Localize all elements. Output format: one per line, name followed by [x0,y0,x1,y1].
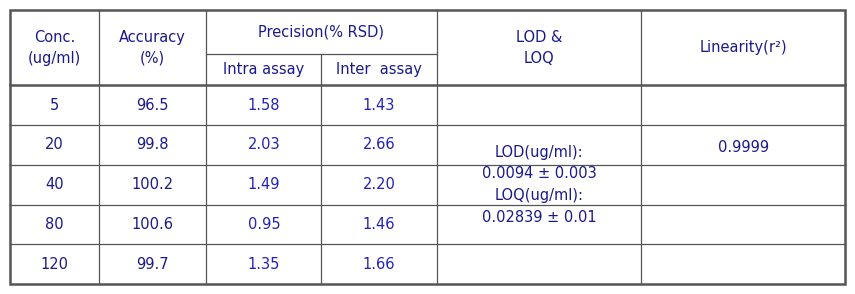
Text: 40: 40 [45,177,64,192]
Text: 120: 120 [41,257,68,272]
Text: 100.2: 100.2 [132,177,174,192]
Text: 99.7: 99.7 [137,257,169,272]
Text: 20: 20 [45,138,64,153]
Text: LOD &
LOQ: LOD & LOQ [516,30,562,66]
Text: 99.8: 99.8 [137,138,169,153]
Text: 80: 80 [45,217,64,232]
Text: 1.58: 1.58 [248,98,280,113]
Text: 1.66: 1.66 [363,257,395,272]
Text: 0.95: 0.95 [248,217,280,232]
Text: 2.03: 2.03 [248,138,280,153]
Text: Precision(% RSD): Precision(% RSD) [258,24,385,39]
Text: Inter  assay: Inter assay [336,62,422,77]
Text: 2.66: 2.66 [363,138,395,153]
Text: 1.35: 1.35 [248,257,280,272]
Text: Linearity(r²): Linearity(r²) [699,40,787,55]
Text: Conc.
(ug/ml): Conc. (ug/ml) [28,30,81,66]
Text: 1.49: 1.49 [248,177,280,192]
Text: 1.43: 1.43 [363,98,395,113]
Text: 100.6: 100.6 [132,217,174,232]
Text: 5: 5 [50,98,59,113]
Text: 2.20: 2.20 [363,177,396,192]
Text: LOD(ug/ml):
0.0094 ± 0.003
LOQ(ug/ml):
0.02839 ± 0.01: LOD(ug/ml): 0.0094 ± 0.003 LOQ(ug/ml): 0… [481,145,596,225]
Text: Accuracy
(%): Accuracy (%) [120,30,186,66]
Text: 96.5: 96.5 [137,98,169,113]
Text: 1.46: 1.46 [363,217,395,232]
Text: Intra assay: Intra assay [223,62,304,77]
Text: 0.9999: 0.9999 [717,139,769,155]
